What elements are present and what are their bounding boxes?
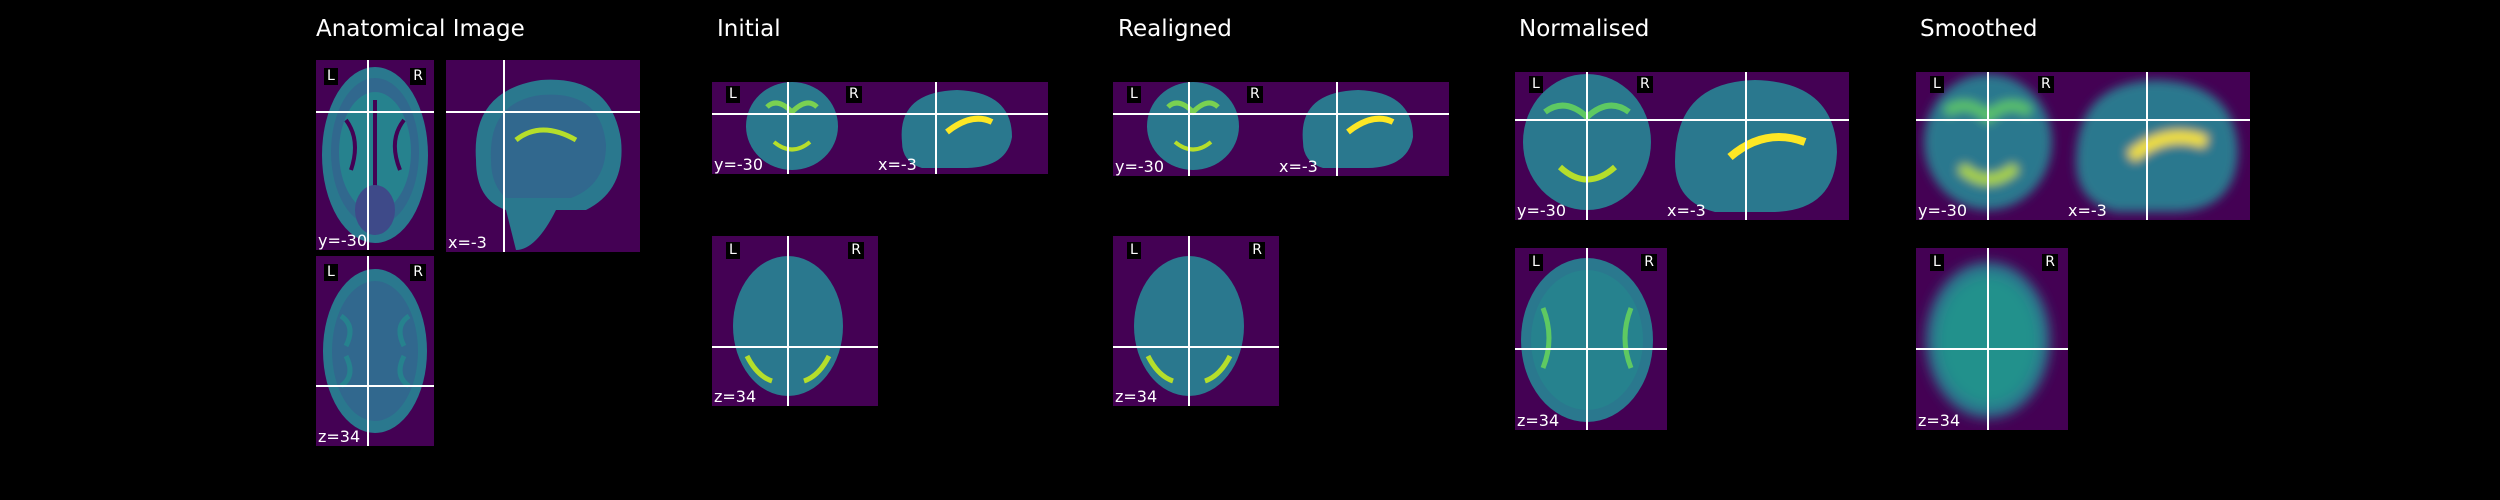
brain-axial-image xyxy=(316,256,434,446)
realigned-axial-view: L R z=34 xyxy=(1113,236,1279,406)
orient-left-label: L xyxy=(1127,86,1141,103)
orient-left-label: L xyxy=(1127,242,1141,259)
coord-label-coronal: y=-30 xyxy=(1918,201,1968,220)
orient-right-label: R xyxy=(2042,254,2058,271)
brain-axial-image xyxy=(1113,236,1279,406)
initial-axial-view: L R z=34 xyxy=(712,236,878,406)
coord-label-coronal: y=-30 xyxy=(714,155,764,174)
orient-right-label: R xyxy=(410,264,426,281)
brain-coronal-sagittal-image xyxy=(1113,82,1449,176)
coord-label: y=-30 xyxy=(318,231,368,250)
smoothed-top-view: L R y=-30 x=-3 xyxy=(1916,72,2250,220)
normalised-axial-view: L R z=34 xyxy=(1515,248,1667,430)
coord-label-coronal: y=-30 xyxy=(1517,201,1567,220)
brain-coronal-image xyxy=(316,60,434,250)
coord-label: x=-3 xyxy=(448,233,487,252)
title-realigned: Realigned xyxy=(1118,16,1232,42)
initial-top-view: L R y=-30 x=-3 xyxy=(712,82,1048,174)
coord-label: z=34 xyxy=(1115,387,1158,406)
orient-right-label: R xyxy=(1249,242,1265,259)
normalised-top-view: L R y=-30 x=-3 xyxy=(1515,72,1849,220)
coord-label-sagittal: x=-3 xyxy=(1667,201,1706,220)
orient-left-label: L xyxy=(726,86,740,103)
orient-right-label: R xyxy=(2038,76,2054,93)
brain-sagittal-image xyxy=(446,60,640,252)
coord-label-sagittal: x=-3 xyxy=(2068,201,2107,220)
coord-label-sagittal: x=-3 xyxy=(1279,157,1318,176)
coord-label: z=34 xyxy=(318,427,361,446)
coord-label: z=34 xyxy=(1918,411,1961,430)
title-smoothed: Smoothed xyxy=(1920,16,2038,42)
orient-left-label: L xyxy=(324,264,338,281)
title-normalised: Normalised xyxy=(1519,16,1650,42)
orient-right-label: R xyxy=(1247,86,1263,103)
anatomical-coronal-view: L R y=-30 xyxy=(316,60,434,250)
brain-axial-image xyxy=(712,236,878,406)
smoothed-axial-view: L R z=34 xyxy=(1916,248,2068,430)
title-anatomical: Anatomical Image xyxy=(316,16,525,42)
coord-label-coronal: y=-30 xyxy=(1115,157,1165,176)
realigned-top-view: L R y=-30 x=-3 xyxy=(1113,82,1449,176)
orient-right-label: R xyxy=(410,68,426,85)
orient-left-label: L xyxy=(1529,76,1543,93)
brain-axial-image xyxy=(1916,248,2068,430)
orient-right-label: R xyxy=(848,242,864,259)
orient-left-label: L xyxy=(1529,254,1543,271)
orient-left-label: L xyxy=(726,242,740,259)
title-initial: Initial xyxy=(717,16,781,42)
orient-left-label: L xyxy=(1930,76,1944,93)
orient-left-label: L xyxy=(324,68,338,85)
brain-coronal-sagittal-image xyxy=(712,82,1048,174)
orient-right-label: R xyxy=(1637,76,1653,93)
coord-label: z=34 xyxy=(714,387,757,406)
anatomical-sagittal-view: x=-3 xyxy=(446,60,640,252)
anatomical-axial-view: L R z=34 xyxy=(316,256,434,446)
coord-label-sagittal: x=-3 xyxy=(878,155,917,174)
orient-right-label: R xyxy=(1641,254,1657,271)
orient-left-label: L xyxy=(1930,254,1944,271)
brain-axial-image xyxy=(1515,248,1667,430)
orient-right-label: R xyxy=(846,86,862,103)
brain-coronal-sagittal-image xyxy=(1515,72,1849,220)
coord-label: z=34 xyxy=(1517,411,1560,430)
brain-coronal-sagittal-image xyxy=(1916,72,2250,220)
